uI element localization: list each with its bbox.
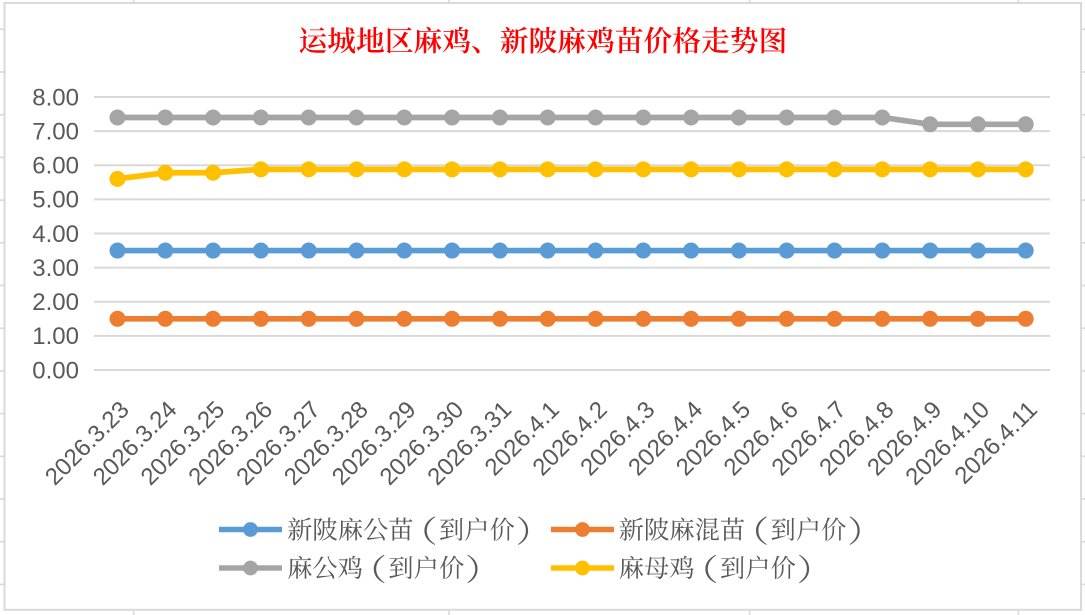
svg-text:8.00: 8.00 <box>32 84 79 111</box>
svg-text:6.00: 6.00 <box>32 153 79 180</box>
svg-text:5.00: 5.00 <box>32 187 79 214</box>
svg-text:4.00: 4.00 <box>32 221 79 248</box>
svg-text:1.00: 1.00 <box>32 323 79 350</box>
svg-text:0.00: 0.00 <box>32 357 79 384</box>
svg-text:3.00: 3.00 <box>32 255 79 282</box>
svg-text:2.00: 2.00 <box>32 289 79 316</box>
svg-text:7.00: 7.00 <box>32 118 79 145</box>
